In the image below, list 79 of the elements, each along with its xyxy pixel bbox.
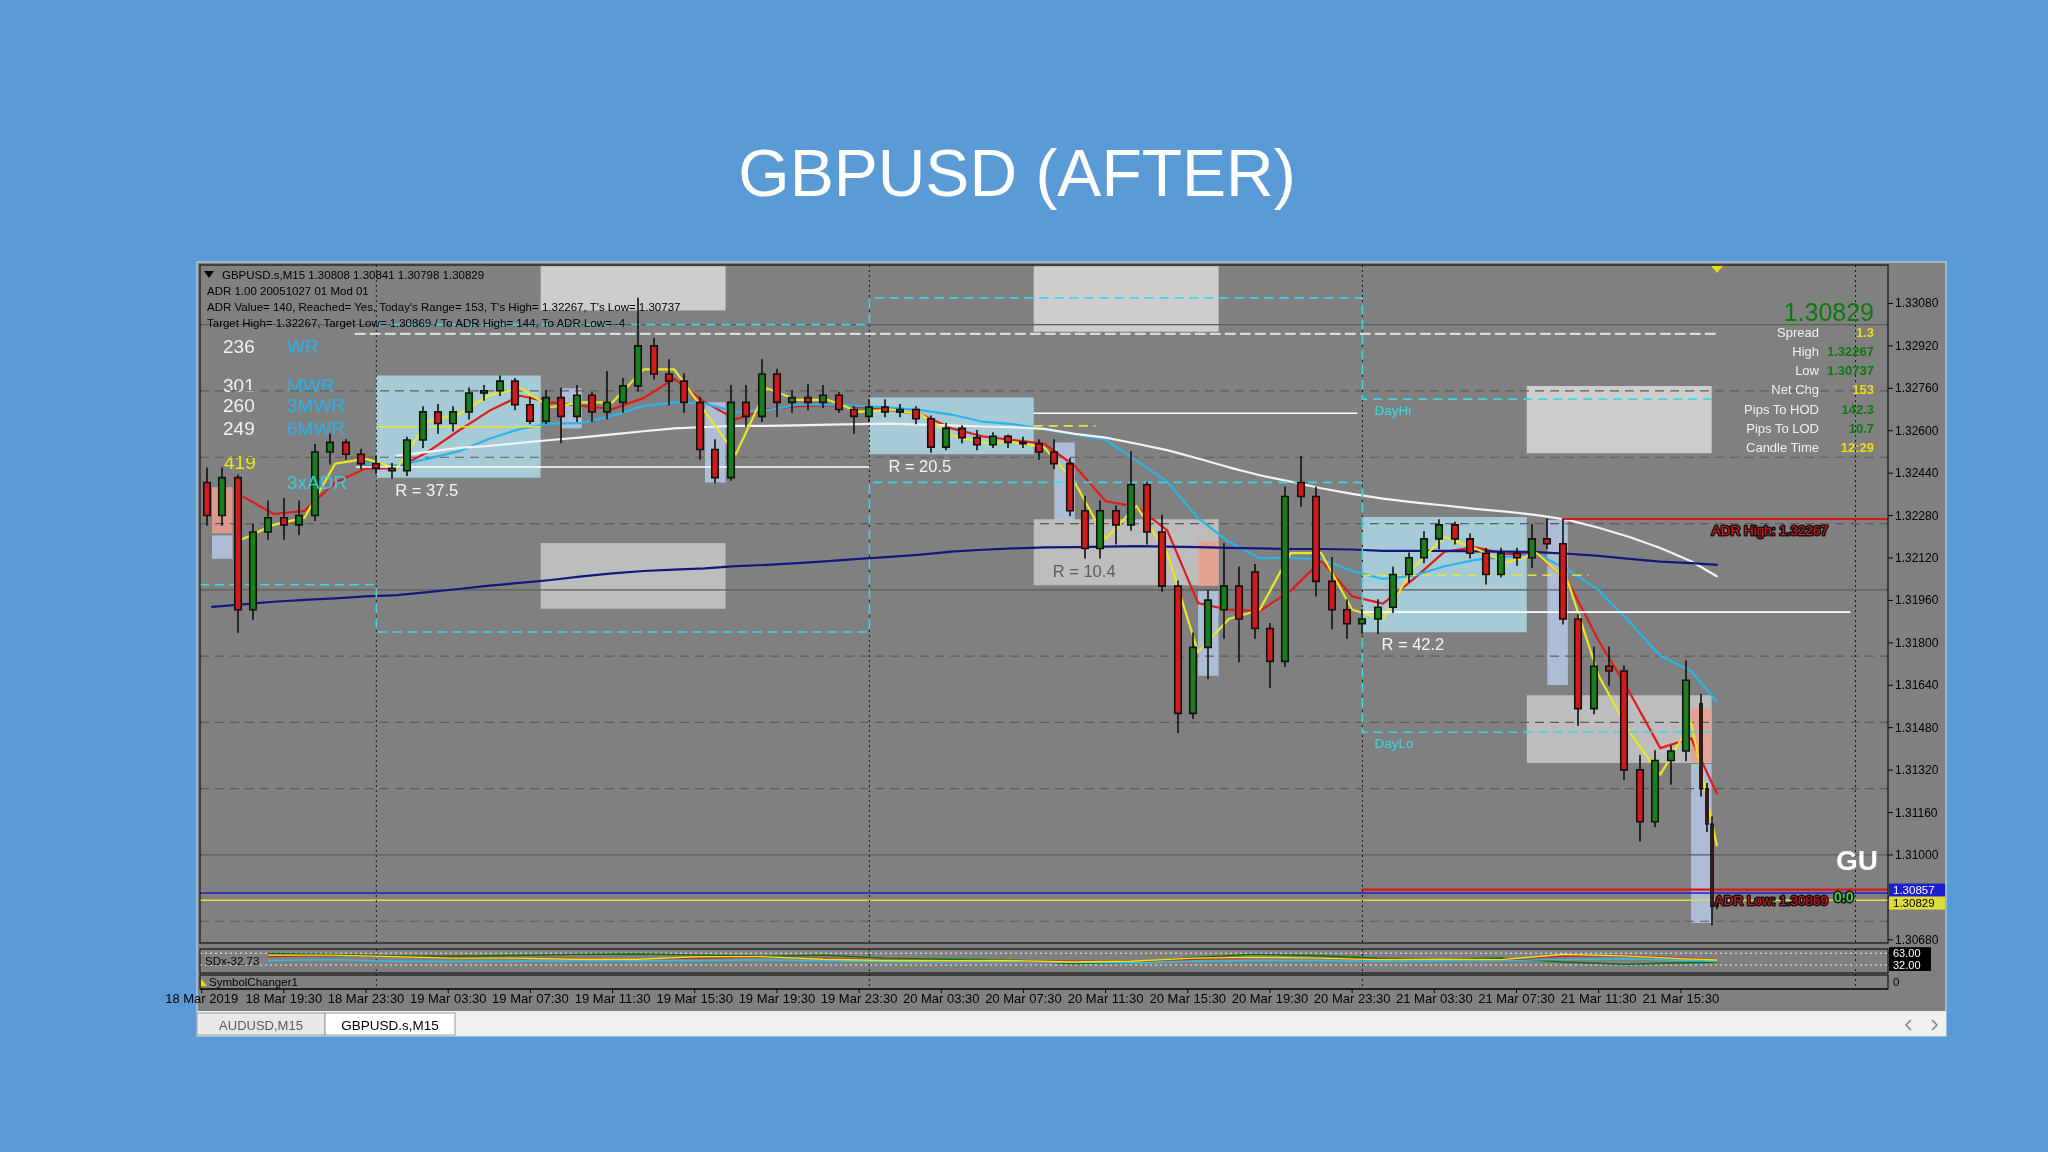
y-tick-label: 1.32760 xyxy=(1895,381,1939,396)
annotation: 1.32267 xyxy=(1827,344,1874,359)
y-tick-label: 63.00 xyxy=(1893,947,1921,960)
ref-line-label: 1.30829 xyxy=(1893,897,1935,910)
annotation: High xyxy=(1792,344,1819,359)
x-tick-label: 18 Mar 2019 xyxy=(165,990,239,1006)
annotation: R = 20.5 xyxy=(888,457,952,476)
annotation: 236 xyxy=(223,335,255,357)
annotation: Pips To HOD xyxy=(1744,401,1819,417)
y-tick-label: 1.31800 xyxy=(1895,635,1939,650)
annotation: MWR xyxy=(287,374,335,396)
ref-line-label: 1.30857 xyxy=(1893,884,1935,897)
annotation: GU xyxy=(1836,844,1878,876)
x-tick-label: 21 Mar 03:30 xyxy=(1396,990,1473,1006)
x-tick-label: 18 Mar 19:30 xyxy=(245,990,323,1006)
annotation: 249 xyxy=(223,417,255,439)
annotation: 12:29 xyxy=(1840,439,1874,455)
annotation: R = 37.5 xyxy=(395,480,459,499)
annotation: Net Chg xyxy=(1771,382,1819,397)
chart-title: GBPUSD (AFTER) xyxy=(738,136,1296,210)
x-tick-label: 19 Mar 03:30 xyxy=(409,990,487,1006)
y-tick-label: 1.32920 xyxy=(1895,338,1939,353)
annotation: 1.30737 xyxy=(1827,363,1874,378)
x-tick-label: 19 Mar 15:30 xyxy=(656,990,734,1006)
y-tick-label: 1.31480 xyxy=(1895,720,1939,735)
annotation: 260 xyxy=(223,394,255,416)
annotation: 1.3 xyxy=(1855,325,1874,340)
y-tick-label: 1.31640 xyxy=(1895,678,1939,693)
x-tick-label: 19 Mar 11:30 xyxy=(574,990,651,1006)
annotation: 153 xyxy=(1852,382,1874,397)
text: 0 xyxy=(1893,976,1900,988)
x-tick-label: 19 Mar 23:30 xyxy=(820,990,898,1006)
x-tick-label: 19 Mar 19:30 xyxy=(738,990,816,1006)
y-tick-label: 1.31320 xyxy=(1895,763,1939,778)
annotation: R = 42.2 xyxy=(1381,635,1445,654)
x-tick-label: 19 Mar 07:30 xyxy=(492,990,569,1006)
series-label: ADR High: 1.32267 xyxy=(1711,522,1828,538)
y-tick-label: 1.32600 xyxy=(1895,423,1939,438)
y-tick-label: 1.31160 xyxy=(1895,805,1938,820)
y-tick-label: 32.00 xyxy=(1893,959,1921,971)
annotation: 1.30829 xyxy=(1783,298,1874,326)
x-tick-label: 20 Mar 11:30 xyxy=(1067,990,1144,1006)
x-tick-label: 20 Mar 07:30 xyxy=(985,990,1062,1006)
y-tick-label: 1.31000 xyxy=(1895,847,1939,862)
text: AUDUSD,M15 xyxy=(219,1017,303,1033)
annotation: R = 10.4 xyxy=(1052,562,1116,581)
text: SymbolChanger1 xyxy=(209,976,298,988)
y-tick-label: 1.32120 xyxy=(1895,551,1939,565)
annotation: SDx-32.73 xyxy=(205,955,260,967)
x-tick-label: 20 Mar 23:30 xyxy=(1313,990,1391,1006)
annotation: Spread xyxy=(1777,325,1819,340)
annotation: 419 xyxy=(224,451,256,473)
x-tick-label: 20 Mar 03:30 xyxy=(902,990,980,1006)
x-tick-label: 18 Mar 23:30 xyxy=(327,990,405,1006)
y-tick-label: 1.31960 xyxy=(1895,593,1939,608)
annotation: 301 xyxy=(223,374,255,396)
annotation: GBPUSD.s,M15 1.30808 1.30841 1.30798 1.30829 xyxy=(222,269,485,281)
x-tick-label: 20 Mar 15:30 xyxy=(1149,990,1227,1006)
annotation: Candle Time xyxy=(1746,439,1819,455)
series-label: DayHi xyxy=(1374,402,1412,418)
annotation: WR xyxy=(287,335,319,357)
series-label: DayLo xyxy=(1374,735,1414,751)
x-tick-label: 21 Mar 15:30 xyxy=(1642,990,1720,1006)
x-tick-label: 21 Mar 07:30 xyxy=(1478,990,1555,1006)
text: GBPUSD.s,M15 xyxy=(341,1017,439,1033)
y-tick-label: 1.32280 xyxy=(1895,508,1939,523)
y-tick-label: 1.33080 xyxy=(1895,296,1939,311)
y-tick-label: 1.32440 xyxy=(1895,466,1939,481)
x-tick-label: 21 Mar 11:30 xyxy=(1560,990,1637,1006)
annotation: ADR Value= 140, Reached= Yes, Today's Range= 153, T's High= 1.32267, T's Low= 1.30737 xyxy=(207,300,681,313)
y-tick-label: 1.30680 xyxy=(1895,932,1939,947)
x-tick-label: 20 Mar 19:30 xyxy=(1231,990,1309,1006)
annotation: 142.3 xyxy=(1841,401,1874,417)
annotation: 3MWR xyxy=(287,394,346,416)
annotation: 10.7 xyxy=(1848,421,1874,436)
annotation: Pips To LOD xyxy=(1746,421,1819,436)
annotation: 6MWR xyxy=(287,417,346,439)
annotation: ADR 1.00 20051027 01 Mod 01 xyxy=(207,285,369,297)
annotation: Low xyxy=(1795,363,1820,378)
